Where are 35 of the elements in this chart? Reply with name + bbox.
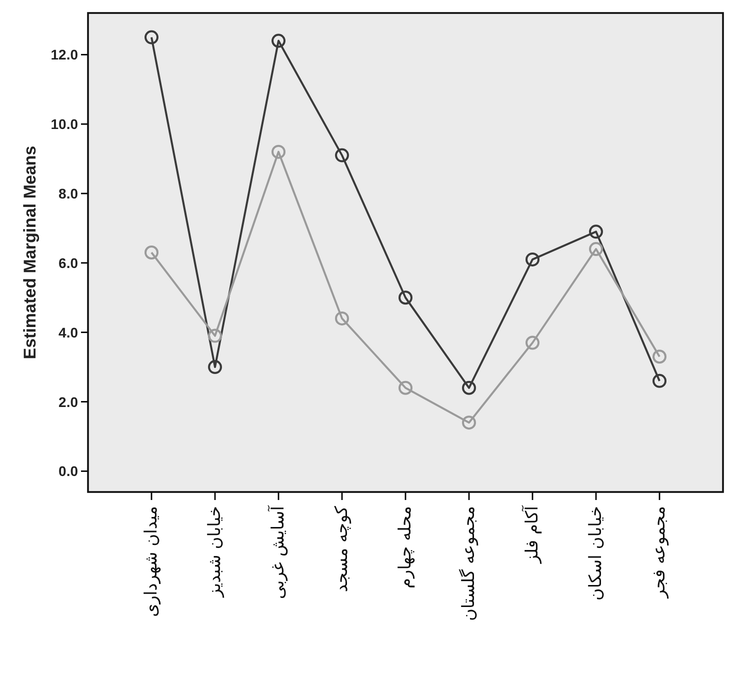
x-tick-label: میدان شهرداری [142, 506, 162, 618]
point [398, 290, 412, 305]
y-tick-label: 0.0 [58, 463, 78, 480]
x-tick-label: محله چهارم [396, 506, 416, 588]
point [589, 242, 603, 256]
point [335, 311, 349, 326]
point [272, 144, 286, 159]
x-tick-label: مجموعه گلستان [458, 506, 479, 622]
y-tick-label: 10.0 [50, 116, 78, 132]
x-tick-label: خیابان اسکان [586, 506, 606, 601]
y-tick-label: 4.0 [58, 324, 78, 340]
point [208, 328, 222, 343]
y-tick-label: 12.0 [50, 46, 78, 63]
x-tick-label: آکام فلز [522, 504, 542, 564]
point [335, 148, 349, 162]
y-axis-title: Estimated Marginal Means [20, 146, 40, 360]
point [398, 380, 412, 395]
point [589, 224, 603, 239]
point [272, 34, 286, 48]
point [526, 336, 540, 350]
point [526, 252, 540, 266]
x-tick-label: کوچه مسجد [332, 505, 352, 592]
point [652, 374, 666, 388]
y-tick-label: 6.0 [58, 254, 78, 271]
y-tick-label: 2.0 [58, 394, 78, 410]
point [652, 350, 666, 364]
x-tick-label: خیابان شبدیز [205, 506, 225, 598]
y-tick-label: 8.0 [58, 185, 78, 202]
point [462, 416, 476, 430]
x-tick-label: آسایش غربی [268, 504, 288, 600]
point [144, 30, 158, 44]
x-tick-label: مجموعه فجر [650, 506, 670, 599]
point [144, 246, 158, 260]
point [462, 380, 476, 395]
point [208, 360, 222, 374]
